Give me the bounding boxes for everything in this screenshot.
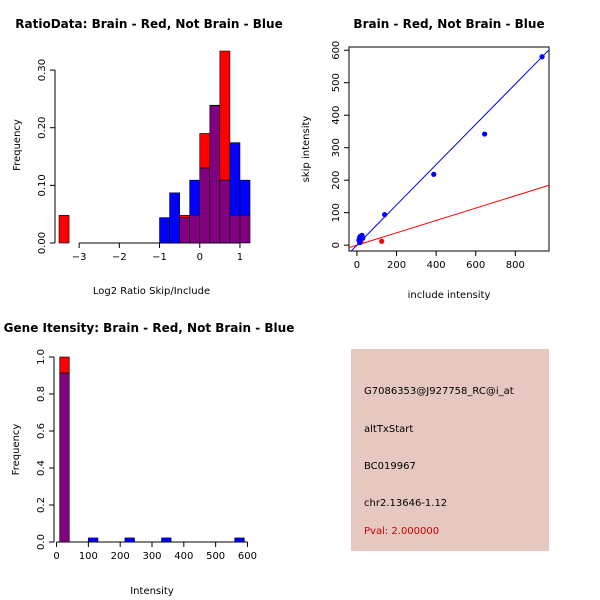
y-tick-label: 0.30 <box>37 59 48 81</box>
not-brain-point <box>360 235 366 241</box>
x-tick-label: −1 <box>152 252 167 263</box>
brain-bar <box>58 215 70 244</box>
overlap-bar <box>219 179 231 244</box>
not-brain-bar <box>239 179 251 216</box>
x-tick-label: 600 <box>466 260 485 271</box>
ratio-histogram: RatioData: Brain - Red, Not Brain - Blue… <box>12 17 283 297</box>
x-tick-label: 600 <box>238 551 257 562</box>
not-brain-bar <box>161 537 172 543</box>
brain-point <box>379 238 385 244</box>
brain-bar <box>59 356 70 374</box>
overlap-bar <box>199 167 211 244</box>
x-axis-label: include intensity <box>408 290 491 301</box>
x-tick-label: 1 <box>237 252 243 263</box>
overlap-bar <box>59 372 70 543</box>
not-brain-bar <box>229 142 241 216</box>
y-tick-label: 200 <box>331 171 342 190</box>
x-tick-label: 200 <box>111 551 130 562</box>
x-tick-label: 0 <box>53 551 59 562</box>
y-tick-label: 0.00 <box>37 232 48 254</box>
y-tick-label: 0.0 <box>36 534 47 550</box>
overlap-bar <box>229 215 241 244</box>
brain-bar <box>199 133 211 169</box>
not-brain-point <box>431 171 437 177</box>
not-brain-bar <box>169 192 180 244</box>
x-tick-label: 500 <box>206 551 225 562</box>
not-brain-bar <box>159 217 170 244</box>
brain-bar <box>179 215 190 218</box>
x-tick-label: −3 <box>72 252 87 263</box>
x-tick-label: 400 <box>174 551 193 562</box>
not-brain-point <box>382 212 388 218</box>
overlap-bar <box>239 215 251 244</box>
not-brain-fit-line <box>350 49 549 251</box>
y-axis-label: skip intensity <box>301 116 312 183</box>
not-brain-point <box>539 54 545 60</box>
x-axis-label: Log2 Ratio Skip/Include <box>93 286 210 297</box>
intensity-scatter-plot: Brain - Red, Not Brain - Blue 0 200 400 600 8… <box>301 17 550 301</box>
event-type-label: altTxStart <box>364 424 414 435</box>
plot-frame <box>348 46 550 252</box>
y-tick-label: 0.6 <box>36 423 47 439</box>
not-brain-point <box>357 239 363 246</box>
y-tick-label: 0.20 <box>37 117 48 139</box>
brain-bar <box>219 50 231 181</box>
x-tick-label: 0 <box>197 252 203 263</box>
pval-label: Pval: 2.000000 <box>364 526 440 537</box>
y-tick-label: 100 <box>331 203 342 222</box>
y-tick-label: 0.2 <box>36 497 47 513</box>
y-tick-label: 1.0 <box>36 349 47 365</box>
chart-title: Gene Itensity: Brain - Red, Not Brain - … <box>4 321 295 335</box>
x-tick-label: 400 <box>427 260 446 271</box>
x-tick-label: 300 <box>142 551 161 562</box>
y-tick-label: 400 <box>331 106 342 125</box>
not-brain-point <box>482 131 488 137</box>
y-tick-label: 0.4 <box>36 460 47 476</box>
not-brain-bar <box>234 537 245 543</box>
not-brain-bar <box>189 179 201 216</box>
y-tick-label: 600 <box>331 41 342 60</box>
gene-intensity-histogram: Gene Itensity: Brain - Red, Not Brain - … <box>4 321 295 597</box>
chart-title: Brain - Red, Not Brain - Blue <box>353 17 544 31</box>
overlap-bar <box>189 215 201 244</box>
x-axis-label: Intensity <box>130 586 174 597</box>
not-brain-bar <box>124 537 135 543</box>
gene-info-panel: G7086353@J927758_RC@i_at altTxStart BC01… <box>351 349 549 551</box>
y-tick-label: 0 <box>331 242 342 248</box>
y-tick-label: 0.8 <box>36 386 47 402</box>
x-tick-label: 200 <box>387 260 406 271</box>
x-tick-label: −2 <box>112 252 127 263</box>
probe-id-label: G7086353@J927758_RC@i_at <box>364 386 514 397</box>
overlap-bar <box>179 217 190 244</box>
x-tick-label: 0 <box>354 260 360 271</box>
x-tick-label: 800 <box>506 260 525 271</box>
chart-title: RatioData: Brain - Red, Not Brain - Blue <box>15 17 282 31</box>
not-brain-bar <box>88 537 99 543</box>
locus-label: chr2.13646-1.12 <box>364 498 448 509</box>
y-axis-label: Frequency <box>11 424 22 476</box>
accession-label: BC019967 <box>364 461 416 472</box>
y-tick-label: 500 <box>331 73 342 92</box>
y-tick-label: 300 <box>331 138 342 157</box>
brain-fit-line <box>349 184 549 249</box>
overlap-bar <box>209 105 221 244</box>
y-tick-label: 0.10 <box>37 174 48 196</box>
x-tick-label: 100 <box>79 551 98 562</box>
y-axis-label: Frequency <box>12 119 23 171</box>
